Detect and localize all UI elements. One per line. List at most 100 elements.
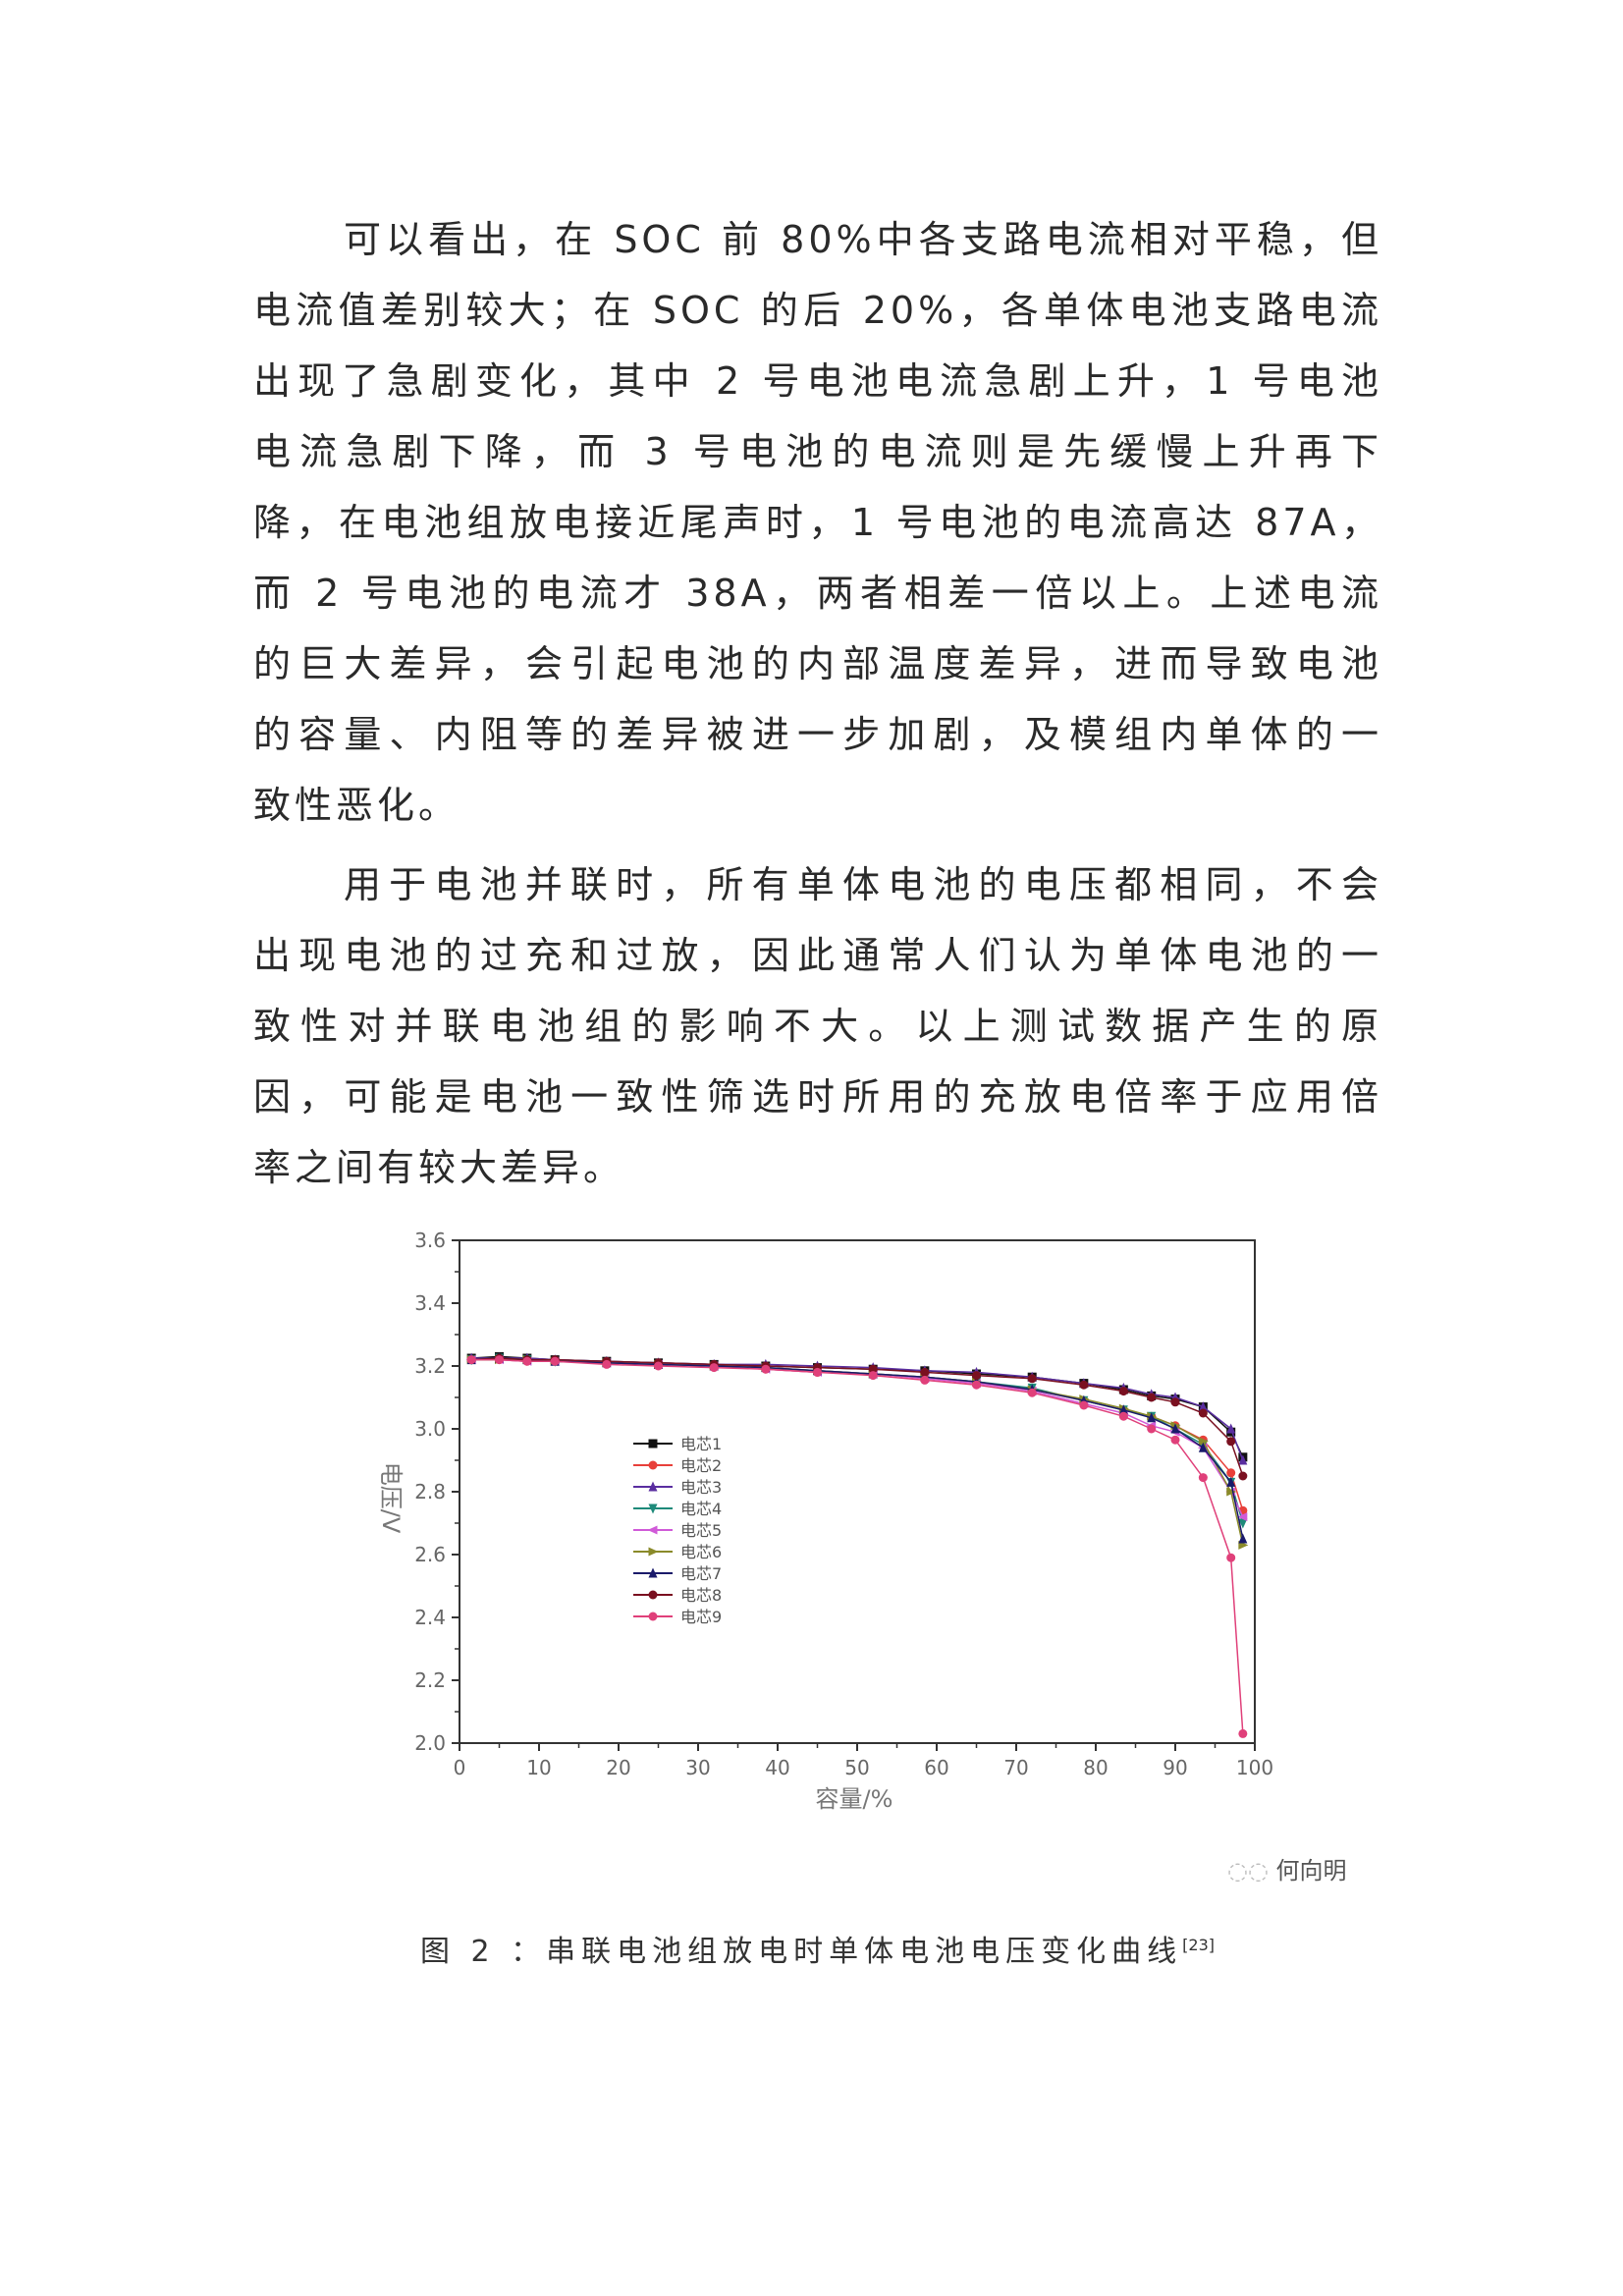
legend-marker [648,1612,658,1621]
chart-axes: 0 10 20 30 40 50 60 70 80 90 100 2.0 2.2 2.4 2.6 2.8 3.0… [414,1229,1273,1779]
data-point [522,1356,532,1366]
data-point [1147,1412,1157,1423]
data-point [868,1371,878,1381]
y-tick-label: 2.2 [414,1668,446,1692]
data-point [1079,1380,1089,1390]
data-point [550,1356,560,1366]
legend-item: 电芯4 [633,1500,722,1518]
wechat-icon: ◌◌ [1227,1857,1276,1885]
y-tick-label: 2.6 [414,1543,446,1566]
y-axis-label: 电压/V [377,1462,405,1534]
text-line: 可以看出，在 SOC 前 80%中各支路电流相对平稳，但 [344,218,1382,261]
voltage-chart: 0 10 20 30 40 50 60 70 80 90 100 2.0 2.2 2.4 2.6 2.8 3.0… [377,1229,1273,1813]
series-4 [466,1353,1248,1529]
plot-frame [459,1239,1256,1744]
data-point [1198,1437,1209,1447]
legend-item: 电芯9 [633,1608,722,1626]
data-point [1226,1437,1236,1447]
caption-citation: [23] [1182,1936,1216,1954]
data-point [1226,1487,1237,1497]
legend-marker [648,1460,658,1470]
data-point [1198,1473,1208,1483]
data-point [1027,1388,1037,1397]
paragraph-1: 可以看出，在 SOC 前 80%中各支路电流相对平稳，但 电流值差别较大；在 S… [253,204,1382,841]
series-7 [466,1352,1248,1544]
data-point [972,1380,981,1390]
data-point [813,1367,822,1377]
data-point [1027,1374,1037,1384]
data-point [1118,1387,1128,1396]
data-point [1118,1404,1128,1415]
legend-marker [648,1439,658,1449]
data-point [466,1355,476,1365]
legend-marker [648,1590,658,1600]
y-tick-label: 2.8 [414,1480,446,1503]
x-tick-label: 40 [765,1756,789,1779]
legend-label: 电芯7 [680,1564,722,1583]
data-point [1238,1728,1248,1738]
series-line [471,1358,1244,1517]
chart-legend: 电芯1 电芯2 电芯3 电芯4 电芯5 电芯6 电芯7 电芯8 电芯9 [633,1435,722,1626]
data-point [1170,1423,1180,1434]
text-line: 的巨大差异，会引起电池的内部温度差异，进而导致电池 [253,642,1382,685]
data-point [1238,1533,1248,1544]
text-line: 用于电池并联时，所有单体电池的电压都相同，不会 [344,863,1382,906]
text-line: 率之间有较大差异。 [253,1146,625,1189]
x-tick-label: 30 [685,1756,710,1779]
data-point [972,1371,981,1381]
x-tick-label: 20 [606,1756,630,1779]
data-point [1170,1397,1180,1407]
data-point [868,1364,878,1374]
text-line: 出现了急剧变化，其中 2 号电池电流急剧上升，1 号电池 [253,359,1382,403]
y-tick-label: 3.2 [414,1354,446,1378]
legend-marker [648,1547,659,1557]
series-9 [466,1355,1248,1738]
data-point [654,1361,663,1371]
data-point [1198,1442,1208,1452]
data-point [1198,1401,1208,1412]
legend-item: 电芯6 [633,1543,722,1561]
data-point [1226,1423,1236,1434]
y-tick-label: 2.0 [414,1731,446,1755]
x-tick-label: 100 [1236,1756,1273,1779]
legend-item: 电芯7 [633,1564,722,1583]
chart-plot [465,1351,1249,1738]
legend-label: 电芯4 [680,1500,722,1518]
series-5 [465,1355,1248,1522]
y-tick-label: 3.0 [414,1417,446,1441]
text-line: 而 2 号电池的电流才 38A，两者相差一倍以上。上述电流 [253,572,1382,615]
text-line: 致性恶化。 [253,784,460,827]
data-point [1238,1471,1248,1481]
data-point [1226,1468,1236,1478]
data-point [709,1363,719,1373]
legend-label: 电芯8 [680,1586,722,1605]
text-line: 电流急剧下降，而 3 号电池的电流则是先缓慢上升再下 [253,430,1382,473]
data-point [1147,1424,1157,1434]
y-tick-label: 3.6 [414,1229,446,1252]
text-line: 致性对并联电池组的影响不大。以上测试数据产生的原 [253,1005,1382,1048]
data-point [1079,1400,1089,1410]
data-point [495,1355,504,1365]
legend-item: 电芯1 [633,1435,722,1453]
legend-label: 电芯5 [680,1521,722,1540]
series-line [471,1357,1244,1524]
text-line: 的容量、内阻等的差异被进一步加剧，及模组内单体的一 [253,713,1382,756]
caption-text: 图 2 ：串联电池组放电时单体电池电压变化曲线 [420,1935,1183,1969]
legend-marker [648,1503,658,1514]
data-point [1118,1411,1128,1421]
legend-item: 电芯5 [633,1521,722,1540]
text-line: 降，在电池组放电接近尾声时，1 号电池的电流高达 87A， [253,501,1382,544]
data-point [1237,1512,1248,1522]
data-point [920,1375,930,1385]
data-point [1170,1435,1180,1445]
text-line: 出现电池的过充和过放，因此通常人们认为单体电池的一 [253,934,1382,977]
x-tick-label: 70 [1003,1756,1028,1779]
data-point [1226,1476,1236,1487]
x-axis-label: 容量/% [816,1785,893,1813]
series-3 [466,1352,1248,1465]
data-point [920,1367,930,1377]
legend-item: 电芯8 [633,1586,722,1605]
legend-item: 电芯2 [633,1456,722,1475]
x-tick-label: 10 [526,1756,551,1779]
legend-label: 电芯9 [680,1608,722,1626]
